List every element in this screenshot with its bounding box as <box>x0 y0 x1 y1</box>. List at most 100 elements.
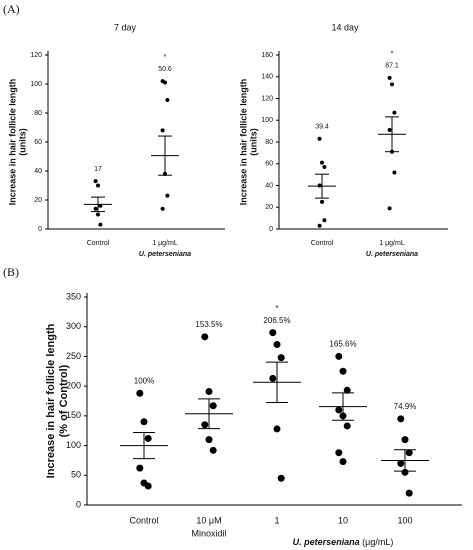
mean-label: 74.9% <box>394 402 417 411</box>
y-tick-label: 160 <box>261 52 273 59</box>
mean-label: 100% <box>134 376 154 385</box>
x-axis-label-part: U. peterseniana <box>293 537 360 547</box>
data-point <box>387 128 392 133</box>
x-tick-label: Control <box>311 240 334 247</box>
data-point <box>343 386 351 394</box>
mean-label: 17 <box>94 166 102 173</box>
y-tick-label: 50 <box>71 470 81 480</box>
data-point <box>140 418 148 426</box>
x-tick-sublabel: U. peterseniana <box>366 251 418 258</box>
y-tick-label: 100 <box>261 117 273 124</box>
data-point <box>209 402 217 410</box>
mean-label: 39.4 <box>315 124 329 131</box>
data-point <box>390 82 394 87</box>
y-tick-label: 200 <box>66 381 81 391</box>
y-tick-label: 60 <box>34 139 42 146</box>
data-point <box>387 206 392 211</box>
y-tick-label: 80 <box>34 110 42 117</box>
data-point <box>335 352 343 360</box>
y-tick-label: 300 <box>66 321 81 331</box>
mean-label: 87.1 <box>385 63 399 70</box>
x-axis-label: U. peterseniana (μg/mL) <box>293 537 394 547</box>
y-tick-label: 20 <box>34 197 42 204</box>
data-point <box>397 415 405 423</box>
data-point <box>343 422 351 430</box>
x-tick-label: Control <box>129 515 158 525</box>
y-axis-label: (units) <box>248 128 258 156</box>
y-tick-label: 20 <box>265 204 273 211</box>
y-axis-label: (% of Control) <box>58 364 70 437</box>
x-tick-sublabel: U. peterseniana <box>139 251 191 258</box>
x-tick-sublabel: Minoxidil <box>191 528 226 538</box>
significance-mark: * <box>275 304 278 313</box>
y-tick-label: 100 <box>30 81 42 88</box>
data-point <box>93 179 98 184</box>
mean-label: 153.5% <box>195 320 222 329</box>
data-point <box>163 80 167 85</box>
data-point <box>93 206 98 211</box>
data-point <box>96 212 100 217</box>
mean-label: 165.6% <box>329 340 356 349</box>
chart: 0 50 100 150 200 250 300 350 Increase in hair fo… <box>45 291 462 547</box>
data-point <box>339 367 347 375</box>
y-tick-label: 40 <box>34 168 42 175</box>
x-tick-label: 100 <box>397 515 412 525</box>
y-tick-label: 40 <box>265 182 273 189</box>
data-point <box>392 110 397 115</box>
data-point <box>322 165 327 170</box>
x-tick-label: 10 <box>338 515 348 525</box>
x-axis-label-part: (μg/mL) <box>362 537 393 547</box>
y-tick-label: 120 <box>261 95 273 102</box>
mean-label: 206.5% <box>263 316 290 325</box>
y-tick-label: 140 <box>261 74 273 81</box>
data-point <box>317 223 322 228</box>
data-point <box>320 160 324 165</box>
data-point <box>317 136 322 141</box>
panel-label: (B) <box>3 265 19 279</box>
x-tick-label: 1 μg/mL <box>379 240 405 247</box>
y-tick-label: 120 <box>30 52 42 59</box>
significance-mark: * <box>391 51 394 58</box>
data-point <box>322 218 327 223</box>
y-tick-label: 250 <box>66 351 81 361</box>
data-point <box>96 183 100 188</box>
x-tick-label: 1 μg/mL <box>152 240 178 247</box>
y-tick-label: 150 <box>66 410 81 420</box>
data-point <box>401 468 409 476</box>
data-point <box>273 425 281 433</box>
mean-label: 50.6 <box>158 66 172 73</box>
data-point <box>160 206 165 211</box>
data-point <box>136 464 144 472</box>
panel-label: (A) <box>3 2 20 16</box>
chart-title: 14 day <box>331 22 359 32</box>
data-point <box>98 222 103 227</box>
data-point <box>277 354 285 362</box>
y-tick-label: 60 <box>265 161 273 168</box>
data-point <box>273 341 281 349</box>
data-point <box>405 449 413 457</box>
data-point <box>401 436 409 444</box>
data-point <box>165 193 170 198</box>
x-tick-label: Control <box>87 240 110 247</box>
data-point <box>205 387 213 395</box>
data-point <box>317 183 322 188</box>
data-point <box>205 436 213 444</box>
data-point <box>269 329 277 337</box>
data-point <box>209 446 217 454</box>
data-point <box>165 97 170 102</box>
data-point <box>201 421 209 429</box>
data-point <box>144 434 152 442</box>
data-point <box>387 75 392 80</box>
y-tick-label: 350 <box>66 291 81 301</box>
y-axis-label: Increase in hair follicle length <box>7 79 17 206</box>
data-point <box>201 333 209 341</box>
y-tick-label: 80 <box>265 139 273 146</box>
x-tick-label: 10 μM <box>196 515 221 525</box>
data-point <box>405 489 413 497</box>
y-tick-label: 0 <box>76 499 81 509</box>
significance-mark: * <box>164 54 167 61</box>
data-point <box>339 458 347 466</box>
chart: 14 day 0 20 40 60 80 100 120 140 160 Increase in h… <box>238 22 448 258</box>
y-axis-label: Increase in hair follicle length <box>45 323 57 478</box>
